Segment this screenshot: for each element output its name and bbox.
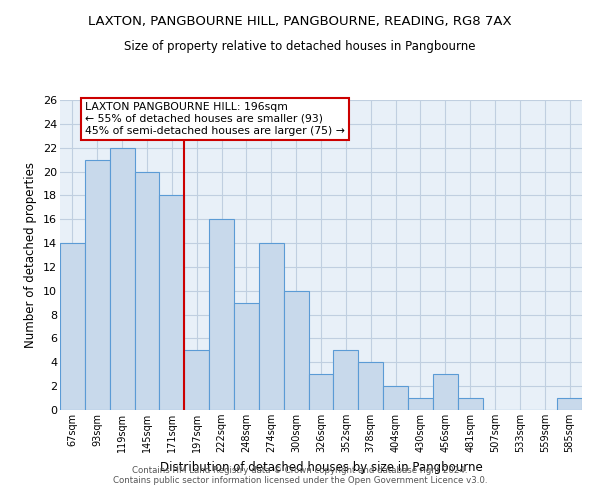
Bar (184, 350, 209, 410)
Bar (358, 362, 383, 410)
Bar (60, 243, 85, 410)
Bar (209, 219, 234, 410)
Y-axis label: Number of detached properties: Number of detached properties (25, 162, 37, 348)
Bar (134, 172, 160, 410)
Bar (433, 374, 458, 410)
Text: LAXTON, PANGBOURNE HILL, PANGBOURNE, READING, RG8 7AX: LAXTON, PANGBOURNE HILL, PANGBOURNE, REA… (88, 15, 512, 28)
Bar (408, 398, 433, 410)
Bar (234, 302, 259, 410)
Bar (160, 196, 184, 410)
Bar (557, 398, 582, 410)
Bar (383, 386, 408, 410)
Bar (308, 374, 334, 410)
Text: LAXTON PANGBOURNE HILL: 196sqm
← 55% of detached houses are smaller (93)
45% of : LAXTON PANGBOURNE HILL: 196sqm ← 55% of … (85, 102, 345, 136)
Text: Contains HM Land Registry data © Crown copyright and database right 2024.
Contai: Contains HM Land Registry data © Crown c… (113, 466, 487, 485)
Bar (284, 291, 308, 410)
Bar (458, 398, 482, 410)
Bar (334, 350, 358, 410)
X-axis label: Distribution of detached houses by size in Pangbourne: Distribution of detached houses by size … (160, 460, 482, 473)
Bar (259, 243, 284, 410)
Text: Size of property relative to detached houses in Pangbourne: Size of property relative to detached ho… (124, 40, 476, 53)
Bar (110, 148, 134, 410)
Bar (85, 160, 110, 410)
